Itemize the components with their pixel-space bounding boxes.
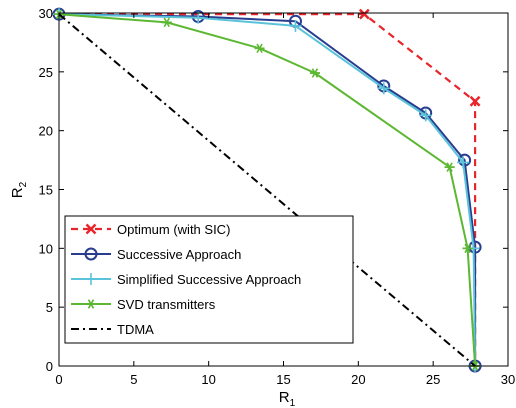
legend-entry-optimum-with-sic-marker xyxy=(85,223,97,235)
series-simplified-successive-approach-line xyxy=(58,13,477,367)
series-optimum-with-sic-point-2 xyxy=(469,95,481,107)
series-optimum-with-sic-line xyxy=(59,13,477,366)
legend-entry-simplified-successive-approach: Simplified Successive Approach xyxy=(71,272,301,287)
series-tdma-line xyxy=(58,13,476,367)
series-successive-approach-point-5 xyxy=(458,153,472,167)
x-tick-label-0: 0 xyxy=(55,372,62,387)
legend-entry-tdma-label: TDMA xyxy=(117,322,154,337)
series-svd-transmitters-point-4 xyxy=(444,162,455,172)
series-simplified-successive-approach-point-1 xyxy=(192,11,205,24)
series-svd-transmitters-point-1 xyxy=(161,17,172,28)
legend-entry-successive-approach-marker-ring xyxy=(84,247,98,261)
series-optimum-with-sic-point-2-stroke-b xyxy=(469,95,481,107)
legend-entry-svd-transmitters-marker xyxy=(86,299,96,309)
series-simplified-successive-approach-point-2 xyxy=(289,19,302,32)
series-svd-transmitters-point-3 xyxy=(309,68,320,78)
y-axis-label: R2 xyxy=(9,181,29,198)
y-tick-label-20: 20 xyxy=(39,124,53,139)
x-tick-label-15: 15 xyxy=(276,372,290,387)
legend-entry-svd-transmitters: SVD transmitters xyxy=(71,297,216,312)
y-tick-label-0: 0 xyxy=(46,359,53,374)
y-tick-label-30: 30 xyxy=(39,6,53,21)
series-optimum-with-sic-point-1 xyxy=(358,8,370,20)
series-optimum-with-sic-point-1-stroke-b xyxy=(358,8,370,20)
legend-entry-simplified-successive-approach-label: Simplified Successive Approach xyxy=(117,272,301,287)
x-tick-label-30: 30 xyxy=(501,372,515,387)
y-tick-label-10: 10 xyxy=(39,241,53,256)
legend-entry-simplified-successive-approach-marker xyxy=(85,273,97,285)
y-tick-label-15: 15 xyxy=(39,183,53,198)
y-axis-label-main: R xyxy=(9,187,26,198)
legend-entry-svd-transmitters-label: SVD transmitters xyxy=(117,297,216,312)
x-axis-label-sub: 1 xyxy=(290,398,296,408)
series-successive-approach-point-6 xyxy=(468,240,482,254)
y-tick-label-5: 5 xyxy=(46,300,53,315)
series-svd-transmitters-point-2 xyxy=(254,43,265,54)
legend-entry-successive-approach-label: Successive Approach xyxy=(117,247,241,262)
legend-entry-optimum-with-sic: Optimum (with SIC) xyxy=(71,222,230,237)
series-successive-approach-line xyxy=(58,13,477,366)
series-successive-approach-point-5-ring xyxy=(458,153,472,167)
legend-entry-tdma: TDMA xyxy=(71,322,154,337)
legend-entry-optimum-with-sic-marker-stroke-b xyxy=(85,223,97,235)
tick-layer: 0 5 10 15 20 25 30 0 5 10 15 20 25 30 xyxy=(39,6,516,387)
x-tick-label-5: 5 xyxy=(130,372,137,387)
series-simplified-successive-approach-point-4 xyxy=(419,109,432,122)
x-axis-label: R1 xyxy=(279,389,296,408)
series-optimum-with-sic xyxy=(59,8,481,366)
y-axis-label-sub: 2 xyxy=(18,181,29,187)
series-successive-approach-point-6-ring xyxy=(468,240,482,254)
legend-entry-optimum-with-sic-label: Optimum (with SIC) xyxy=(117,222,230,237)
legend: Optimum (with SIC) Successive Approach Sim… xyxy=(64,215,354,344)
x-tick-label-10: 10 xyxy=(201,372,215,387)
legend-entry-successive-approach-marker xyxy=(84,247,98,261)
legend-entry-successive-approach: Successive Approach xyxy=(71,247,241,262)
x-tick-label-25: 25 xyxy=(426,372,440,387)
series-layer xyxy=(52,7,482,373)
series-svd-transmitters-point-5 xyxy=(462,243,473,254)
series-simplified-successive-approach-point-3 xyxy=(377,82,390,95)
x-tick-label-20: 20 xyxy=(351,372,365,387)
series-simplified-successive-approach-point-5 xyxy=(457,156,470,169)
y-tick-label-25: 25 xyxy=(39,65,53,80)
legend-box xyxy=(64,215,354,344)
x-axis-label-main: R xyxy=(279,389,290,406)
series-tdma xyxy=(58,13,476,367)
